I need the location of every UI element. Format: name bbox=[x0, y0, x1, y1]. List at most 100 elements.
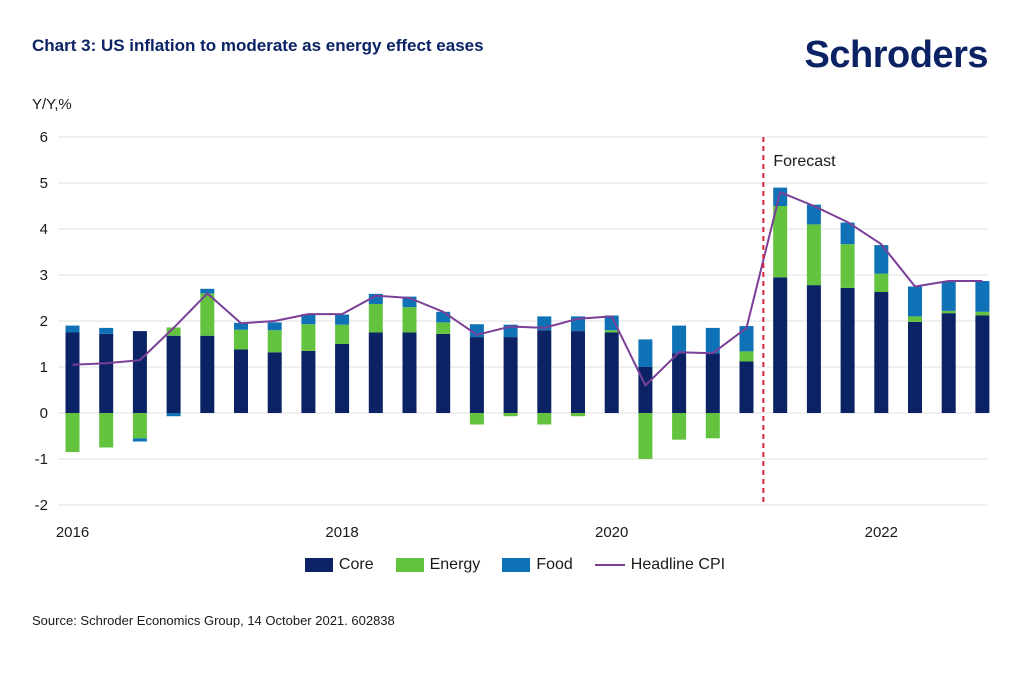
bar-core bbox=[503, 337, 518, 413]
bar-energy bbox=[234, 329, 248, 350]
legend-item-food: Food bbox=[502, 556, 573, 574]
bar-core bbox=[436, 333, 451, 413]
bar-core bbox=[537, 330, 552, 413]
headline-cpi-line bbox=[72, 191, 983, 387]
bar-energy bbox=[739, 351, 754, 362]
bar-energy bbox=[908, 316, 922, 322]
bar-core bbox=[672, 353, 687, 413]
bar-energy bbox=[705, 413, 720, 439]
bar-food bbox=[908, 286, 922, 317]
bar-energy bbox=[436, 322, 451, 334]
bar-energy bbox=[773, 206, 788, 278]
legend-item-energy: Energy bbox=[395, 556, 480, 574]
legend-label-food: Food bbox=[536, 556, 573, 573]
bar-core bbox=[604, 332, 619, 413]
bar-energy bbox=[65, 413, 80, 453]
bar-energy bbox=[301, 324, 316, 351]
bar-food bbox=[65, 325, 80, 333]
y-tick-label: -2 bbox=[35, 497, 48, 514]
bar-core bbox=[941, 313, 956, 413]
bar-core bbox=[132, 331, 147, 413]
bar-food bbox=[806, 204, 821, 225]
bar-food bbox=[672, 325, 687, 354]
bar-energy bbox=[874, 273, 889, 293]
bar-energy bbox=[200, 293, 215, 336]
bar-food bbox=[941, 280, 956, 311]
bar-core bbox=[773, 277, 788, 413]
y-tick-label: 6 bbox=[40, 129, 48, 146]
bar-core bbox=[99, 333, 114, 413]
y-axis-ticks: -2 -1 0 1 2 3 4 5 6 bbox=[35, 129, 48, 514]
bar-energy bbox=[638, 413, 653, 459]
bar-core bbox=[301, 350, 316, 413]
headline-cpi-line-group bbox=[72, 191, 983, 387]
legend-swatch-food bbox=[502, 558, 531, 572]
bar-core bbox=[267, 352, 282, 413]
legend-label-core: Core bbox=[338, 556, 374, 573]
y-tick-label: 3 bbox=[40, 267, 48, 284]
legend-item-core: Core bbox=[304, 556, 374, 574]
bar-food bbox=[267, 322, 282, 331]
forecast-marker: Forecast bbox=[762, 137, 836, 505]
legend-swatch-headline-cpi bbox=[594, 564, 625, 566]
x-axis-ticks: 2016 2018 2020 2022 bbox=[56, 524, 898, 540]
bar-core bbox=[874, 292, 889, 413]
bar-food bbox=[436, 311, 451, 323]
bar-energy bbox=[132, 413, 147, 439]
legend-swatch-energy bbox=[395, 558, 424, 572]
bar-food bbox=[335, 314, 350, 325]
bar-food bbox=[99, 327, 114, 334]
bar-energy bbox=[99, 413, 114, 448]
bar-energy bbox=[975, 311, 990, 316]
bar-food bbox=[166, 413, 181, 417]
legend-item-headline-cpi: Headline CPI bbox=[594, 556, 726, 574]
x-tick-label: 2016 bbox=[56, 524, 89, 540]
bar-energy bbox=[672, 413, 687, 440]
y-tick-label: 5 bbox=[40, 175, 48, 192]
bar-core bbox=[469, 337, 484, 413]
bar-food bbox=[705, 327, 720, 354]
bar-food bbox=[604, 315, 619, 331]
bar-food bbox=[301, 314, 316, 325]
bar-food bbox=[773, 187, 788, 206]
bar-core bbox=[840, 287, 855, 413]
bar-core bbox=[234, 349, 248, 413]
bar-energy bbox=[571, 413, 585, 417]
bar-core bbox=[571, 331, 585, 413]
y-tick-label: 0 bbox=[40, 405, 48, 422]
x-tick-label: 2022 bbox=[865, 524, 898, 540]
bar-core bbox=[908, 321, 922, 413]
y-tick-label: -1 bbox=[35, 451, 48, 468]
bar-core bbox=[806, 285, 821, 413]
bar-food bbox=[368, 293, 383, 304]
bar-food bbox=[739, 326, 754, 352]
legend-label-headline-cpi: Headline CPI bbox=[630, 556, 726, 573]
x-tick-label: 2020 bbox=[595, 524, 628, 540]
bar-food bbox=[840, 222, 855, 245]
bar-core bbox=[739, 361, 754, 413]
bar-core bbox=[166, 335, 181, 413]
bar-energy bbox=[537, 413, 552, 425]
forecast-label: Forecast bbox=[773, 153, 836, 170]
chart-title: Chart 3: US inflation to moderate as ene… bbox=[32, 36, 484, 55]
bar-core bbox=[975, 315, 990, 413]
bar-energy bbox=[941, 310, 956, 314]
chart-plot: -2 -1 0 1 2 3 4 5 6 Forecast 2016 2018 2020 2022 bbox=[35, 129, 990, 540]
bar-energy bbox=[840, 244, 855, 288]
bar-food bbox=[975, 280, 990, 312]
bar-energy bbox=[368, 303, 383, 333]
x-tick-label: 2018 bbox=[325, 524, 358, 540]
bar-core bbox=[200, 335, 215, 413]
bar-core bbox=[402, 332, 417, 413]
bar-energy bbox=[402, 307, 417, 333]
bar-energy bbox=[267, 330, 282, 353]
bar-core bbox=[705, 353, 720, 413]
bar-core bbox=[335, 344, 350, 413]
y-axis-label: Y/Y,% bbox=[32, 96, 72, 113]
source-note: Source: Schroder Economics Group, 14 Oct… bbox=[32, 613, 395, 628]
bar-energy bbox=[806, 224, 821, 286]
bar-energy bbox=[503, 413, 518, 417]
bar-food bbox=[234, 322, 248, 330]
legend: Core Energy Food Headline CPI bbox=[0, 556, 1030, 574]
bar-food bbox=[200, 288, 215, 294]
